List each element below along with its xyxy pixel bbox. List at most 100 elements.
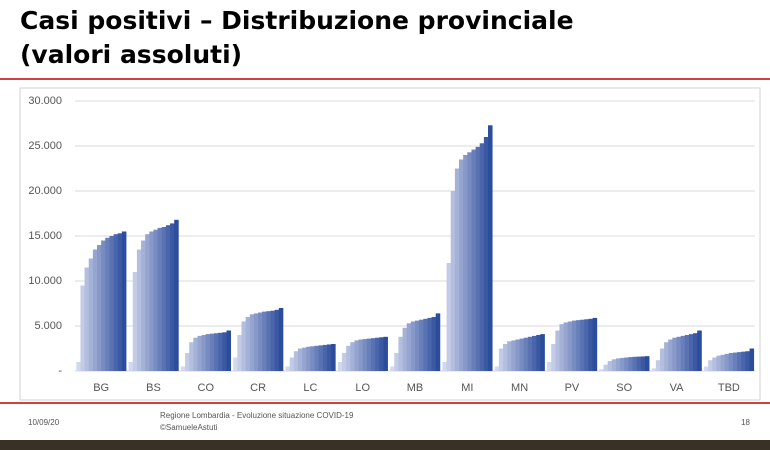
- bar: [636, 356, 642, 371]
- bar: [431, 317, 437, 371]
- bar: [285, 366, 291, 371]
- bar: [185, 353, 190, 371]
- y-tick-label: 20.000: [28, 185, 62, 197]
- bar: [741, 351, 746, 371]
- bar: [712, 357, 717, 371]
- bar: [603, 364, 609, 371]
- bar: [310, 346, 315, 371]
- bar: [527, 336, 533, 371]
- x-tick-label: BG: [93, 382, 109, 394]
- bar: [105, 237, 110, 371]
- bar: [132, 272, 138, 371]
- y-tick-label: 15.000: [28, 230, 62, 242]
- bar: [153, 229, 159, 371]
- bar: [644, 356, 650, 371]
- x-tick-label: MB: [407, 382, 424, 394]
- bar: [571, 320, 577, 371]
- x-tick-label: VA: [670, 382, 685, 394]
- bar: [728, 353, 734, 371]
- bar: [278, 308, 284, 371]
- bar: [503, 344, 508, 371]
- bar: [161, 227, 167, 371]
- plot: - 5.000 10.000 15.000 20.000 25.000 30.000 BG BS…: [28, 95, 755, 394]
- bar: [567, 321, 573, 371]
- y-tick-label: 10.000: [28, 275, 62, 287]
- bar: [145, 234, 150, 371]
- bar: [668, 339, 673, 371]
- bar: [306, 346, 311, 371]
- bar: [189, 342, 194, 371]
- bar: [121, 231, 127, 371]
- bar: [415, 320, 420, 371]
- bar: [704, 366, 709, 371]
- x-tick-label: BS: [146, 382, 161, 394]
- bar: [450, 191, 456, 371]
- bar: [655, 360, 661, 371]
- y-tick-label: 30.000: [28, 95, 62, 107]
- bar: [607, 361, 613, 371]
- bar: [672, 337, 677, 371]
- bar: [245, 317, 251, 371]
- bar: [532, 335, 537, 371]
- footer-credit: ©SamueleAstuti: [160, 423, 218, 432]
- bar: [237, 335, 242, 371]
- bar: [258, 312, 263, 371]
- bar: [241, 321, 247, 371]
- bar: [341, 353, 347, 371]
- bar: [297, 348, 303, 371]
- bar: [640, 356, 646, 371]
- bar: [88, 258, 94, 371]
- bar: [394, 353, 399, 371]
- bar: [331, 344, 336, 371]
- bar: [383, 336, 388, 371]
- bar: [375, 337, 380, 371]
- bar: [720, 354, 726, 371]
- bar: [370, 338, 376, 371]
- bottom-strip: [0, 440, 770, 450]
- bar: [157, 227, 163, 371]
- bar: [435, 313, 441, 371]
- bar: [358, 339, 364, 371]
- bar: [80, 285, 85, 371]
- bar: [576, 320, 581, 371]
- bar: [611, 359, 617, 371]
- bar: [109, 236, 114, 371]
- x-tick-label: MI: [461, 382, 473, 394]
- y-tick-label: -: [58, 365, 62, 377]
- bar: [676, 336, 682, 371]
- bar: [226, 330, 232, 371]
- bar: [289, 357, 295, 371]
- bar: [620, 357, 625, 371]
- bar: [293, 351, 299, 371]
- bar: [584, 319, 589, 371]
- bar: [214, 333, 219, 371]
- bar: [523, 337, 529, 371]
- bar: [459, 159, 464, 371]
- bar: [745, 351, 750, 371]
- bar: [197, 335, 203, 371]
- bar: [117, 233, 123, 371]
- bar: [128, 362, 134, 371]
- bar: [314, 345, 320, 371]
- bar: [218, 332, 223, 371]
- bar: [402, 327, 408, 371]
- bar: [92, 249, 98, 371]
- bar: [475, 146, 481, 371]
- bar: [101, 240, 106, 371]
- bar: [732, 352, 738, 371]
- bar: [366, 338, 372, 371]
- bar: [209, 333, 215, 371]
- bar: [559, 324, 565, 371]
- bar: [410, 321, 416, 371]
- bar: [684, 335, 690, 371]
- bar: [222, 332, 227, 371]
- bar: [536, 335, 541, 371]
- title-line: (valori assoluti): [20, 40, 242, 69]
- bar: [76, 362, 81, 371]
- bar: [390, 366, 395, 371]
- bar: [193, 337, 198, 371]
- bar: [423, 318, 428, 371]
- bar: [201, 335, 207, 371]
- x-tick-label: CR: [250, 382, 266, 394]
- bar: [519, 338, 525, 371]
